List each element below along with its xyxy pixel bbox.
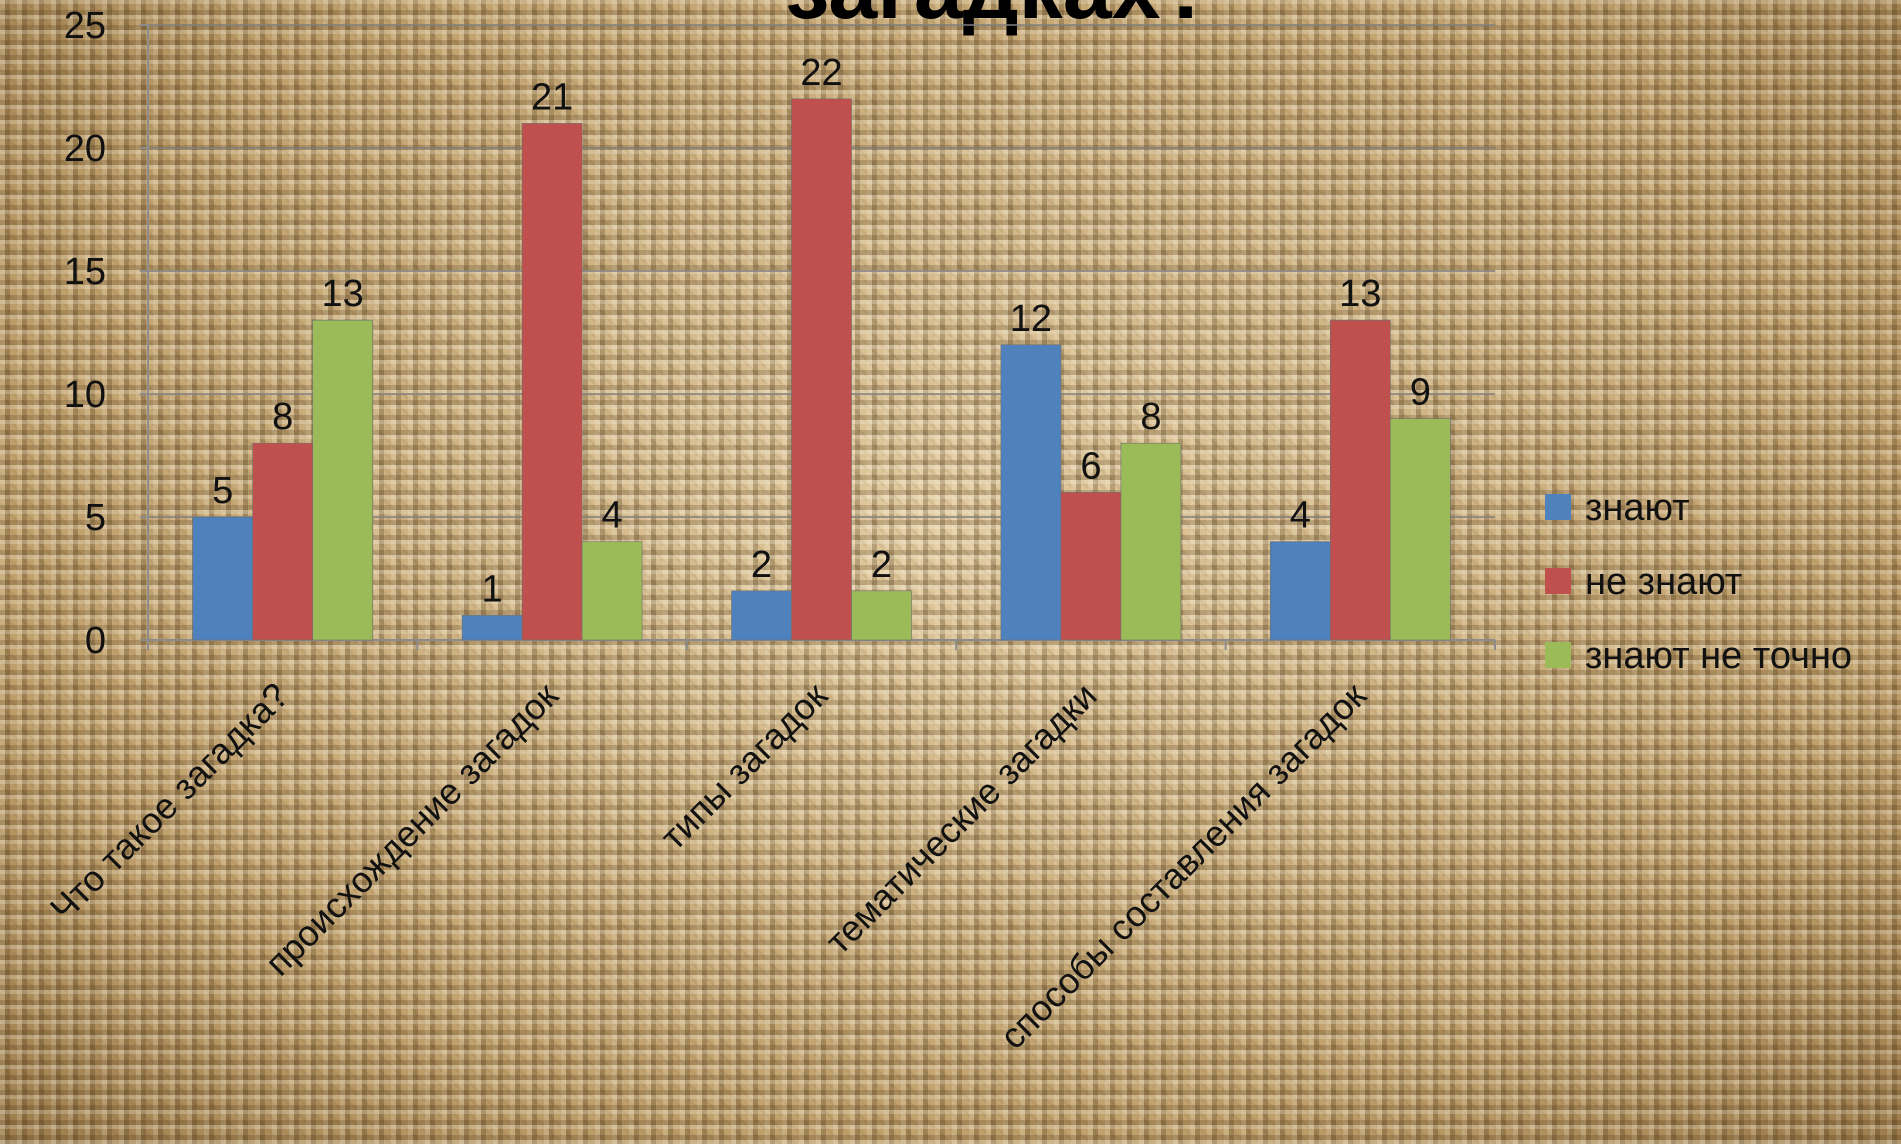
legend-swatch: [1545, 642, 1571, 668]
bar: [1060, 492, 1122, 641]
bar: [192, 516, 253, 641]
bar: [791, 98, 852, 641]
data-label: 13: [1339, 273, 1381, 315]
bar: [312, 319, 374, 641]
category-label: Что такое загадка?: [42, 675, 296, 929]
legend-swatch: [1545, 568, 1571, 594]
bar: [1330, 319, 1391, 641]
data-label: 21: [531, 76, 573, 118]
y-tick-label: 20: [64, 128, 106, 170]
y-axis-ticks: 0 5 10 15 20 25: [64, 5, 106, 662]
data-label: 4: [1290, 495, 1311, 537]
data-label: 22: [800, 52, 842, 94]
bar: [851, 590, 912, 641]
data-label: 6: [1080, 445, 1101, 487]
y-tick-label: 5: [85, 497, 106, 539]
data-label: 4: [602, 495, 623, 537]
category-label: тематические загадки: [817, 675, 1104, 962]
data-label: 8: [272, 396, 293, 438]
bar: [252, 442, 313, 641]
bars: [192, 98, 1451, 641]
data-label: 12: [1010, 298, 1052, 340]
y-tick-label: 0: [85, 620, 106, 662]
category-label: типы загадок: [652, 674, 835, 857]
legend-label: знают не точно: [1585, 635, 1852, 677]
y-tick-label: 10: [64, 374, 106, 416]
bar: [731, 590, 792, 641]
data-label: 8: [1140, 396, 1161, 438]
legend: знают не знают знают не точно: [1545, 487, 1852, 677]
bar: [461, 615, 523, 641]
chart-title: загадках?: [786, 0, 1215, 37]
bar: [1270, 541, 1331, 641]
data-label: 9: [1410, 372, 1431, 414]
data-label: 1: [482, 568, 503, 610]
bar: [581, 541, 643, 641]
data-label: 2: [871, 544, 892, 586]
data-label: 2: [751, 544, 772, 586]
legend-swatch: [1545, 494, 1571, 520]
bar: [1120, 442, 1182, 641]
y-tick-label: 15: [64, 251, 106, 293]
data-label: 13: [322, 273, 364, 315]
bar: [521, 123, 583, 641]
bar: [1390, 418, 1451, 641]
category-labels: Что такое загадка?происхождение загадок т…: [42, 674, 1374, 1056]
y-tick-label: 25: [64, 5, 106, 47]
category-label: происхождение загадок: [257, 674, 566, 983]
legend-label: не знают: [1585, 561, 1742, 603]
bar: [1000, 344, 1062, 641]
legend-label: знают: [1585, 487, 1690, 529]
data-label: 5: [212, 470, 233, 512]
